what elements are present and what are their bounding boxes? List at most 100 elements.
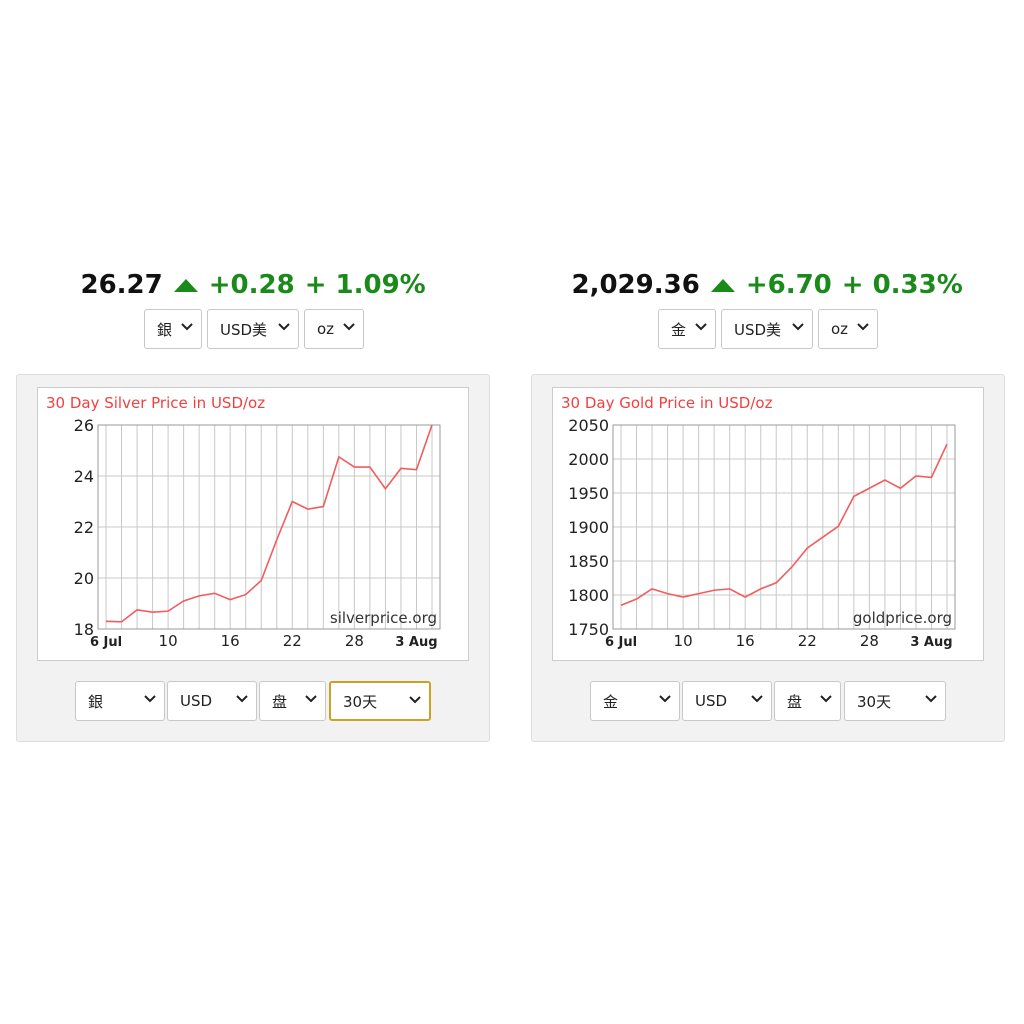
x-tick-label: 6 Jul xyxy=(90,635,122,650)
y-tick-label: 22 xyxy=(74,518,94,537)
dropdown-text: 盘 xyxy=(787,692,803,711)
y-tick-label: 24 xyxy=(74,467,94,486)
price-percent: + 1.09% xyxy=(304,270,426,300)
chart: 30 Day Silver Price in USD/oz 18 20 22 24 26 6… xyxy=(46,394,441,650)
chevron-path xyxy=(820,695,832,703)
y-tick-label: 1800 xyxy=(568,586,609,605)
up-arrow xyxy=(710,279,735,292)
y-tick-label: 1950 xyxy=(568,484,609,503)
price-header: 2,029.36 +6.70 + 0.33% xyxy=(572,270,963,300)
chevron-icon xyxy=(181,323,193,331)
chart-panel: 30 Day Silver Price in USD/oz 18 20 22 24 26 6… xyxy=(16,374,490,742)
chevron-path xyxy=(659,695,671,703)
x-tick-label: 6 Jul xyxy=(605,635,637,650)
dropdown[interactable]: 金 xyxy=(590,681,680,721)
y-tick-label: 2050 xyxy=(568,416,609,435)
dropdown-text: USD xyxy=(180,692,213,710)
up-arrow-shape xyxy=(173,279,198,292)
dropdown[interactable]: 金 xyxy=(658,309,716,349)
dropdown-text: USD美 xyxy=(734,320,782,339)
chart-title: 30 Day Silver Price in USD/oz xyxy=(46,394,265,412)
dropdown[interactable]: 30天 xyxy=(844,681,946,721)
dropdown[interactable]: 30天 xyxy=(329,681,431,721)
chevron-path xyxy=(857,323,869,331)
y-tick-label: 1750 xyxy=(568,620,609,639)
y-tick-label: 2000 xyxy=(568,450,609,469)
dropdown[interactable]: 銀 xyxy=(144,309,202,349)
x-tick-label: 10 xyxy=(674,632,693,650)
chevron-icon xyxy=(659,695,671,703)
chevron-path xyxy=(236,695,248,703)
dropdown[interactable]: USD xyxy=(167,681,257,721)
price-change: +0.28 xyxy=(208,270,295,300)
y-tick-label: 20 xyxy=(74,569,94,588)
chevron-icon xyxy=(409,696,421,704)
up-arrow-shape xyxy=(710,279,735,292)
dropdown[interactable]: USD美 xyxy=(207,309,299,349)
chevron-path xyxy=(409,696,421,704)
x-tick-label: 22 xyxy=(798,632,817,650)
price: 2,029.36 xyxy=(571,270,700,300)
plot-border xyxy=(612,424,956,630)
y-tick-label: 26 xyxy=(74,416,94,435)
chevron-path xyxy=(278,323,290,331)
chevron-icon xyxy=(144,695,156,703)
chevron-path xyxy=(343,323,355,331)
dropdown[interactable]: 盘 xyxy=(774,681,841,721)
plot-border xyxy=(97,424,441,630)
price-change: +6.70 xyxy=(745,270,832,300)
dropdown[interactable]: oz xyxy=(304,309,364,349)
price: 26.27 xyxy=(80,270,163,300)
chevron-icon xyxy=(236,695,248,703)
chevron-path xyxy=(695,323,707,331)
chevron-path xyxy=(144,695,156,703)
x-tick-label: 3 Aug xyxy=(910,635,952,650)
dropdown-text: 銀 xyxy=(88,692,104,711)
dropdown[interactable]: 銀 xyxy=(75,681,165,721)
x-tick-label: 16 xyxy=(736,632,755,650)
dropdown-text: 金 xyxy=(671,320,687,339)
dropdown-text: USD美 xyxy=(220,320,268,339)
chevron-icon xyxy=(857,323,869,331)
dropdown[interactable]: USD xyxy=(682,681,772,721)
price-percent: + 0.33% xyxy=(841,270,963,300)
chart-box: 30 Day Gold Price in USD/oz 1750 1800 1850 1… xyxy=(552,387,984,661)
chevron-icon xyxy=(695,323,707,331)
dropdown[interactable]: 盘 xyxy=(259,681,326,721)
dropdown-text: 銀 xyxy=(157,320,173,339)
chevron-icon xyxy=(305,695,317,703)
x-tick-label: 28 xyxy=(860,632,879,650)
x-tick-label: 16 xyxy=(221,632,240,650)
y-tick-label: 1850 xyxy=(568,552,609,571)
price-header: 26.27 +0.28 + 1.09% xyxy=(81,270,426,300)
dropdown-text: oz xyxy=(831,320,849,338)
x-tick-label: 10 xyxy=(159,632,178,650)
chevron-path xyxy=(925,695,937,703)
dropdown-text: 金 xyxy=(603,692,619,711)
chevron-icon xyxy=(792,323,804,331)
chevron-path xyxy=(751,695,763,703)
dropdown-text: 30天 xyxy=(343,692,378,711)
dropdown-text: 30天 xyxy=(857,692,892,711)
chart-title: 30 Day Gold Price in USD/oz xyxy=(561,394,773,412)
price-line xyxy=(105,424,433,623)
dropdown[interactable]: USD美 xyxy=(721,309,813,349)
dropdown-text: 盘 xyxy=(272,692,288,711)
dropdown[interactable]: oz xyxy=(818,309,878,349)
dropdown-text: USD xyxy=(695,692,728,710)
chevron-icon xyxy=(820,695,832,703)
y-tick-label: 1900 xyxy=(568,518,609,537)
x-tick-label: 3 Aug xyxy=(395,635,437,650)
chart-box: 30 Day Silver Price in USD/oz 18 20 22 24 26 6… xyxy=(37,387,469,661)
chevron-icon xyxy=(278,323,290,331)
y-tick-label: 18 xyxy=(74,620,94,639)
up-arrow xyxy=(173,279,198,292)
chevron-path xyxy=(792,323,804,331)
chevron-path xyxy=(305,695,317,703)
chevron-icon xyxy=(925,695,937,703)
chart-panel: 30 Day Gold Price in USD/oz 1750 1800 1850 1… xyxy=(531,374,1005,742)
watermark: goldprice.org xyxy=(853,609,952,627)
watermark: silverprice.org xyxy=(330,609,437,627)
price-line xyxy=(620,443,948,606)
